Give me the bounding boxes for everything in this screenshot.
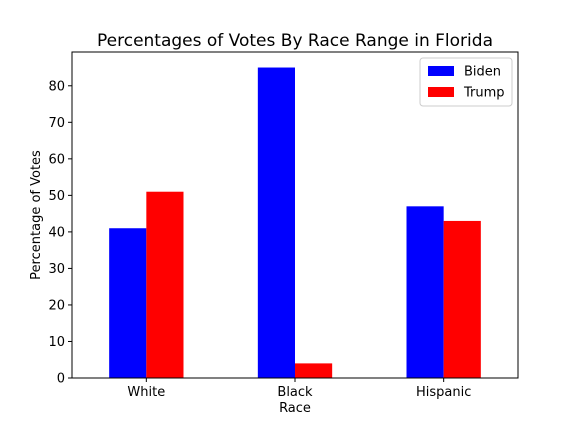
y-tick-label: 60 (48, 152, 65, 167)
plot-area: 0 10 20 30 40 50 60 70 80 White Black Hispanic Biden… (48, 51, 519, 400)
y-tick-label: 40 (48, 225, 65, 240)
y-tick-label: 20 (48, 298, 65, 313)
legend-label-trump: Trump (463, 86, 505, 101)
y-axis-label: Percentage of Votes (29, 150, 44, 280)
bar-biden-hispanic (406, 206, 444, 378)
x-tick-label: White (127, 385, 165, 400)
y-tick-label: 10 (48, 335, 65, 350)
bar-biden-white (109, 228, 147, 378)
x-tick-label: Hispanic (416, 385, 471, 400)
legend-swatch-biden (428, 66, 454, 76)
legend-swatch-trump (428, 87, 454, 97)
x-axis-label: Race (279, 401, 311, 416)
bar-trump-black (295, 363, 333, 378)
x-tick-label: Black (277, 385, 313, 400)
y-tick-label: 70 (48, 116, 65, 131)
bar-trump-hispanic (443, 220, 481, 378)
y-tick-label: 50 (48, 189, 65, 204)
chart-title: Percentages of Votes By Race Range in Fl… (97, 31, 493, 51)
bar-trump-white (146, 191, 184, 378)
y-tick-label: 80 (48, 79, 65, 94)
y-tick-label: 30 (48, 262, 65, 277)
legend-label-biden: Biden (464, 65, 501, 80)
y-tick-label: 0 (57, 372, 65, 387)
bar-biden-black (257, 67, 295, 379)
